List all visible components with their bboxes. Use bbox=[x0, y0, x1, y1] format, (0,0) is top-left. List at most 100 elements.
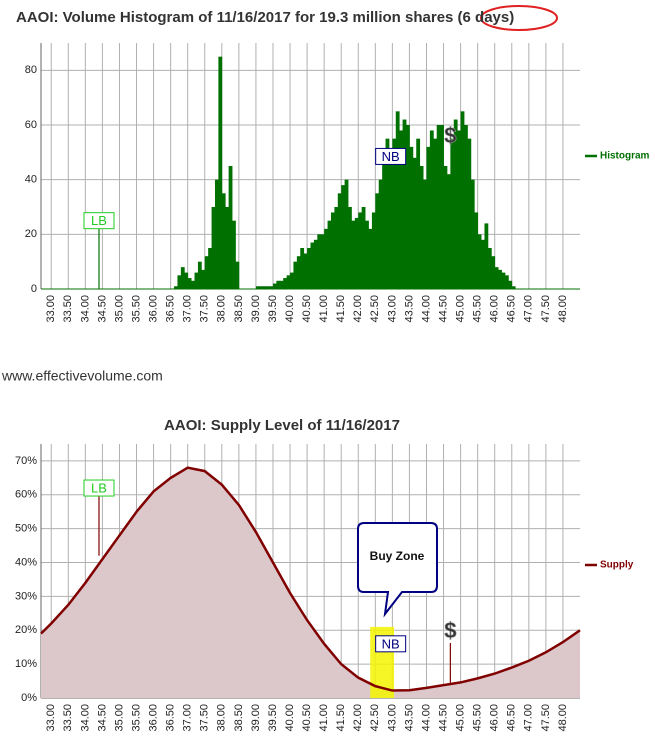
x-tick-label: 34.50 bbox=[96, 295, 108, 323]
bar bbox=[446, 174, 451, 289]
bar bbox=[337, 193, 342, 289]
bar bbox=[388, 152, 393, 289]
bar bbox=[262, 286, 267, 289]
x-tick-label: 43.50 bbox=[403, 704, 415, 732]
watermark: www.effectivevolume.com bbox=[1, 368, 163, 384]
x-tick-label: 35.50 bbox=[130, 704, 142, 732]
bar bbox=[317, 234, 322, 289]
bar bbox=[320, 234, 325, 289]
x-tick-label: 45.50 bbox=[472, 704, 484, 732]
bar bbox=[481, 239, 485, 289]
annotation-label: $ bbox=[444, 123, 456, 148]
x-tick-label: 47.50 bbox=[540, 704, 552, 732]
x-tick-label: 38.00 bbox=[216, 704, 228, 732]
bar bbox=[354, 217, 359, 289]
annotation-label: $ bbox=[444, 618, 456, 643]
annotation-label: LB bbox=[91, 480, 107, 495]
x-tick-label: 34.50 bbox=[96, 704, 108, 732]
x-tick-label: 36.00 bbox=[147, 704, 159, 732]
bar bbox=[303, 253, 308, 289]
bar bbox=[191, 280, 195, 289]
bar bbox=[467, 138, 472, 289]
bar bbox=[296, 256, 301, 289]
x-tick-label: 45.00 bbox=[455, 704, 467, 732]
x-tick-label: 46.00 bbox=[489, 704, 501, 732]
x-tick-label: 45.00 bbox=[455, 295, 467, 323]
bar bbox=[412, 157, 417, 289]
bar bbox=[272, 283, 277, 289]
annotation-label: NB bbox=[382, 636, 400, 651]
bar bbox=[409, 146, 414, 289]
legend-label: Supply bbox=[600, 560, 634, 571]
x-tick-label: 35.50 bbox=[130, 295, 142, 323]
x-tick-label: 33.50 bbox=[62, 704, 74, 732]
y-tick-label: 0 bbox=[31, 283, 37, 295]
bar bbox=[508, 280, 513, 289]
bar bbox=[385, 138, 390, 289]
bar bbox=[504, 275, 509, 289]
callout-box bbox=[357, 522, 438, 618]
bar bbox=[433, 138, 438, 289]
x-tick-label: 41.00 bbox=[318, 295, 330, 323]
bar bbox=[218, 56, 223, 289]
x-tick-label: 46.50 bbox=[506, 295, 518, 323]
bar bbox=[194, 272, 199, 289]
bar bbox=[375, 193, 380, 289]
bar bbox=[208, 248, 212, 289]
bar bbox=[290, 272, 294, 289]
x-tick-label: 46.50 bbox=[506, 704, 518, 732]
y-tick-label: 20 bbox=[25, 228, 37, 240]
x-tick-label: 36.00 bbox=[147, 295, 159, 323]
bar bbox=[511, 286, 516, 289]
x-tick-label: 43.00 bbox=[386, 295, 398, 323]
bar bbox=[330, 212, 335, 289]
x-tick-label: 35.00 bbox=[113, 704, 125, 732]
bar bbox=[221, 193, 226, 289]
annotation-label: LB bbox=[91, 213, 107, 228]
bar bbox=[232, 220, 236, 289]
bar bbox=[279, 280, 284, 289]
bar bbox=[310, 242, 315, 289]
x-tick-label: 36.50 bbox=[165, 704, 177, 732]
annotation-box bbox=[83, 212, 115, 230]
chart-title: AAOI: Volume Histogram of 11/16/2017 for… bbox=[16, 9, 514, 26]
x-tick-label: 37.00 bbox=[182, 295, 194, 323]
x-tick-label: 48.00 bbox=[557, 704, 569, 732]
bar bbox=[214, 179, 219, 289]
x-tick-label: 40.00 bbox=[284, 295, 296, 323]
bar bbox=[440, 125, 444, 289]
bar bbox=[368, 228, 373, 289]
bar bbox=[184, 272, 189, 289]
bar bbox=[324, 228, 328, 289]
bar bbox=[204, 256, 209, 289]
bar bbox=[361, 207, 366, 289]
bar bbox=[371, 212, 376, 289]
bar bbox=[436, 125, 441, 289]
x-tick-label: 42.50 bbox=[369, 295, 381, 323]
bar bbox=[426, 146, 431, 289]
x-tick-label: 43.00 bbox=[386, 704, 398, 732]
bar bbox=[419, 166, 424, 289]
bar bbox=[406, 125, 410, 289]
bar bbox=[416, 138, 421, 289]
x-tick-label: 47.50 bbox=[540, 295, 552, 323]
legend-label: Histogram bbox=[600, 151, 650, 162]
y-tick-label: 70% bbox=[15, 455, 37, 467]
bar bbox=[276, 280, 281, 289]
y-tick-label: 0% bbox=[21, 692, 37, 704]
bar bbox=[180, 267, 185, 289]
bar bbox=[177, 275, 182, 289]
bar bbox=[378, 179, 383, 289]
x-tick-label: 41.50 bbox=[335, 704, 347, 732]
bar bbox=[470, 179, 475, 289]
x-tick-label: 42.00 bbox=[352, 295, 364, 323]
x-tick-label: 38.00 bbox=[216, 295, 228, 323]
annotation-box bbox=[375, 635, 407, 653]
x-tick-label: 39.50 bbox=[267, 295, 279, 323]
x-tick-label: 37.50 bbox=[199, 295, 211, 323]
x-tick-label: 43.50 bbox=[403, 295, 415, 323]
bar bbox=[494, 267, 499, 289]
area-line bbox=[40, 466, 581, 692]
bar bbox=[286, 275, 291, 289]
